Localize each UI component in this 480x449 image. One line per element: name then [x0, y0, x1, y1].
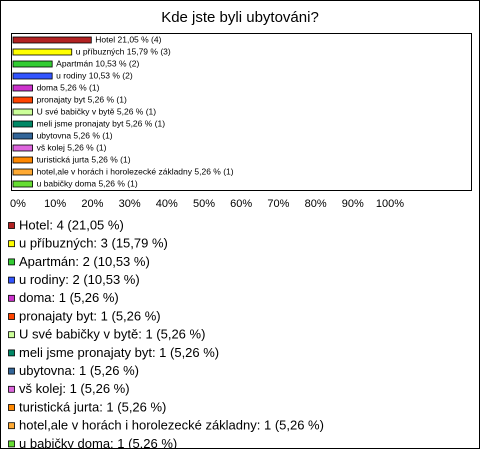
legend-label: u rodiny: 2 (10,53 %) [19, 272, 140, 287]
bar [12, 108, 33, 116]
data-label: U své babičky v bytě 5,26 % (1) [37, 106, 157, 116]
x-tick-label: 60% [230, 198, 252, 210]
legend-swatch [8, 276, 15, 284]
bar [12, 72, 53, 80]
data-label: u příbuzných 15,79 % (3) [76, 46, 171, 56]
legend-swatch [8, 240, 15, 248]
legend-label: u příbuzných: 3 (15,79 %) [19, 236, 168, 251]
x-tick-label: 0% [10, 198, 26, 210]
x-tick-label: 50% [193, 198, 215, 210]
legend-label: U své babičky v bytě: 1 (5,26 %) [19, 327, 205, 342]
bar [12, 96, 33, 104]
data-label: u babičky doma 5,26 % (1) [37, 178, 138, 188]
legend-label: doma: 1 (5,26 %) [19, 290, 119, 305]
data-label: hotel,ale v horách i horolezecké základn… [37, 166, 234, 176]
x-tick-label: 70% [267, 198, 289, 210]
bar [12, 156, 33, 164]
legend-label: vš kolej: 1 (5,26 %) [19, 381, 130, 396]
bar [12, 60, 53, 68]
legend-swatch [8, 222, 15, 229]
data-label: Apartmán 10,53 % (2) [56, 58, 139, 68]
data-label: vš kolej 5,26 % (1) [37, 142, 107, 152]
x-tick-label: 80% [305, 198, 327, 210]
bar [12, 84, 33, 92]
bar [12, 144, 33, 152]
bar [12, 168, 33, 176]
data-label: doma 5,26 % (1) [37, 82, 100, 92]
data-label: pronajaty byt 5,26 % (1) [37, 94, 127, 104]
legend-swatch [8, 367, 15, 375]
bar [12, 180, 33, 188]
legend-label: meli jsme pronajaty byt: 1 (5,26 %) [19, 345, 219, 360]
legend-label: hotel,ale v horách i horolezecké základn… [19, 418, 324, 433]
x-tick-label: 90% [342, 198, 364, 210]
data-label: Hotel 21,05 % (4) [95, 34, 161, 44]
chart-title: Kde jste byli ubytováni? [161, 9, 319, 26]
data-label: meli jsme pronajaty byt 5,26 % (1) [37, 118, 166, 128]
legend-swatch [8, 331, 15, 339]
bar [12, 36, 92, 44]
legend-swatch [8, 349, 15, 357]
x-tick-label: 10% [44, 198, 66, 210]
bar [12, 48, 73, 56]
x-tick-label: 30% [119, 198, 141, 210]
legend-swatch [8, 422, 15, 430]
legend-swatch [8, 313, 15, 320]
legend-swatch [8, 258, 15, 266]
legend-label: turistická jurta: 1 (5,26 %) [19, 399, 166, 414]
data-label: turistická jurta 5,26 % (1) [37, 154, 131, 164]
legend-label: Hotel: 4 (21,05 %) [19, 217, 124, 232]
legend-label: u babičky doma: 1 (5,26 %) [19, 436, 177, 449]
legend-swatch [8, 404, 15, 411]
legend-label: ubytovna: 1 (5,26 %) [19, 363, 139, 378]
plot-area [11, 33, 472, 191]
x-tick-label: 20% [81, 198, 103, 210]
bar [12, 120, 33, 128]
data-label: u rodiny 10,53 % (2) [56, 70, 133, 80]
legend-swatch [8, 440, 15, 448]
legend-swatch [8, 385, 15, 393]
legend-label: Apartmán: 2 (10,53 %) [19, 254, 150, 269]
data-label: ubytovna 5,26 % (1) [37, 130, 113, 140]
x-tick-label: 100% [376, 198, 404, 210]
legend-swatch [8, 294, 15, 302]
x-tick-label: 40% [156, 198, 178, 210]
legend-label: pronajaty byt: 1 (5,26 %) [19, 308, 161, 323]
bar [12, 132, 33, 140]
